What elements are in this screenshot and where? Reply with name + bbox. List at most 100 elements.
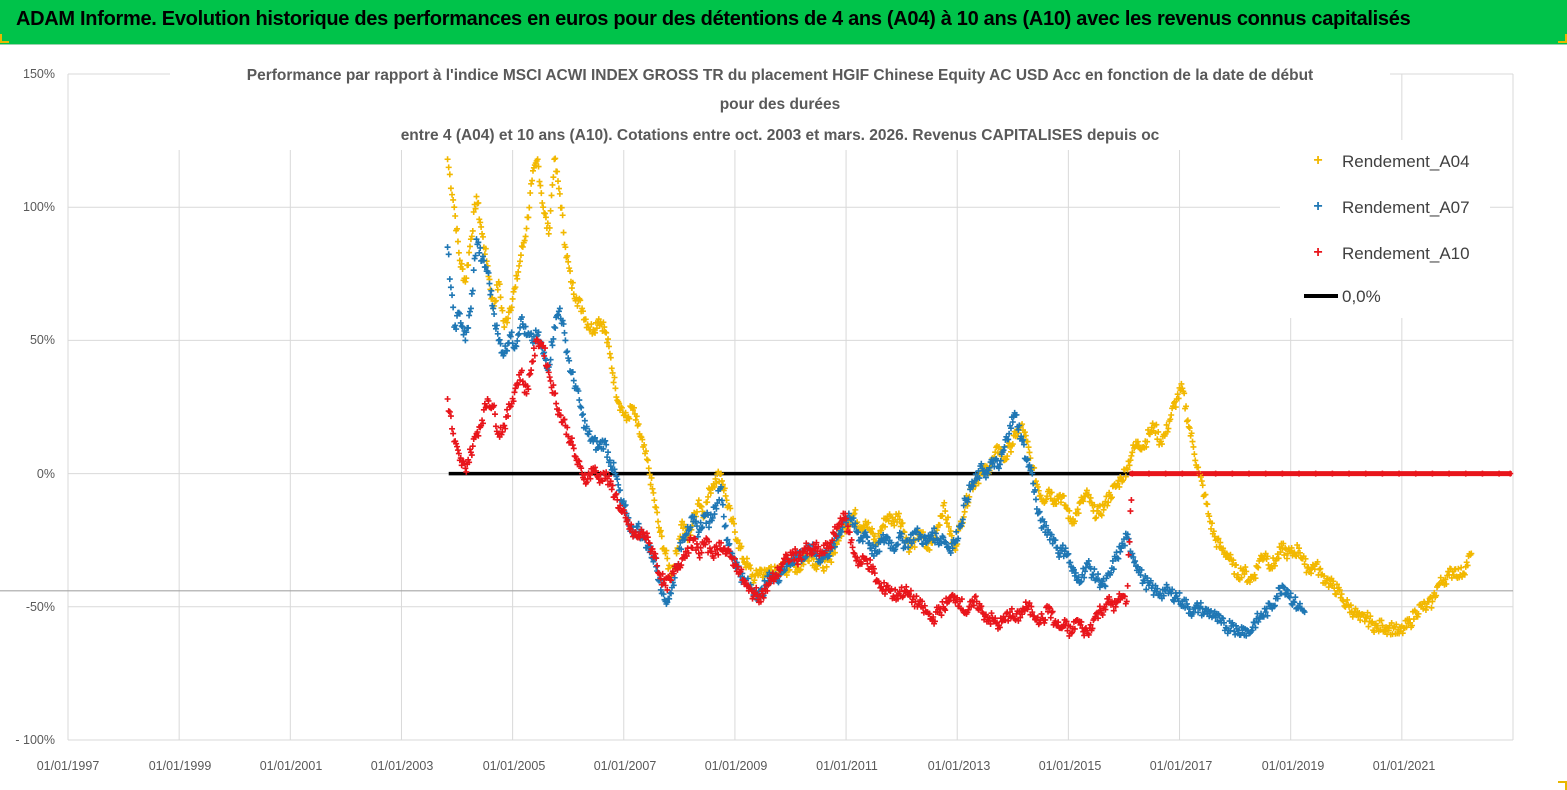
- data-point-interp: [871, 570, 878, 577]
- data-point: [651, 497, 658, 504]
- data-point: [712, 475, 719, 482]
- data-point-interp: [641, 441, 648, 448]
- data-point-interp: [449, 191, 456, 198]
- data-point-interp: [696, 554, 703, 561]
- data-point-interp: [1003, 456, 1010, 463]
- data-point-interp: [920, 534, 927, 541]
- data-point: [467, 305, 474, 312]
- data-point-interp: [1255, 564, 1262, 571]
- data-point-interp: [478, 223, 485, 230]
- data-point: [1301, 561, 1308, 568]
- data-point-interp: [582, 316, 589, 323]
- data-point-interp: [848, 536, 855, 543]
- data-point-interp: [955, 535, 962, 542]
- data-point-interp: [1378, 617, 1385, 624]
- data-point: [545, 369, 552, 376]
- series-a07: [444, 236, 1308, 639]
- data-point-interp: [1124, 466, 1131, 473]
- data-point-interp: [1054, 544, 1061, 551]
- data-point-interp: [1027, 467, 1034, 474]
- data-point: [945, 523, 952, 530]
- data-point-interp: [552, 390, 559, 397]
- data-point-interp: [536, 178, 543, 185]
- data-point-interp: [1186, 425, 1193, 432]
- data-point: [1462, 470, 1469, 477]
- data-point-interp: [1385, 627, 1392, 634]
- data-point-interp: [639, 436, 646, 443]
- data-point-interp: [624, 516, 631, 523]
- data-point: [1340, 598, 1347, 605]
- data-point-interp: [1028, 464, 1035, 471]
- data-point: [668, 577, 675, 584]
- data-point: [473, 193, 480, 200]
- data-point-interp: [1021, 429, 1028, 436]
- data-point-interp: [1075, 510, 1082, 517]
- data-point-interp: [653, 563, 660, 570]
- data-point: [1234, 571, 1241, 578]
- data-point-interp: [607, 478, 614, 485]
- data-point-interp: [997, 457, 1004, 464]
- data-point-interp: [858, 560, 865, 567]
- data-point-interp: [522, 233, 529, 240]
- data-point: [534, 156, 541, 163]
- data-point-interp: [891, 522, 898, 529]
- data-point-interp: [1009, 441, 1016, 448]
- data-point-interp: [1048, 489, 1055, 496]
- data-point-interp: [899, 519, 906, 526]
- data-point: [1034, 483, 1041, 490]
- data-point-interp: [1230, 557, 1237, 564]
- data-point-interp: [1178, 380, 1185, 387]
- data-point-interp: [876, 580, 883, 587]
- data-point-interp: [626, 415, 633, 422]
- data-point-interp: [482, 245, 489, 252]
- data-point-interp: [1071, 625, 1078, 632]
- data-point-interp: [509, 295, 516, 302]
- data-point-interp: [1004, 453, 1011, 460]
- data-point: [1446, 470, 1453, 477]
- data-point-interp: [1005, 617, 1012, 624]
- data-point-interp: [561, 329, 568, 336]
- chart-title-line-2: pour des durées: [720, 96, 841, 113]
- data-point-interp: [446, 276, 453, 283]
- data-point-interp: [1260, 613, 1267, 620]
- data-point-interp: [550, 174, 557, 181]
- data-point-interp: [959, 516, 966, 523]
- data-point: [1101, 582, 1108, 589]
- data-point-interp: [927, 533, 934, 540]
- data-point-interp: [475, 432, 482, 439]
- data-point: [1468, 550, 1475, 557]
- data-point-interp: [1026, 449, 1033, 456]
- data-point-interp: [555, 185, 562, 192]
- data-point-interp: [939, 512, 946, 519]
- data-point-interp: [1074, 506, 1081, 513]
- y-tick-label: 100%: [23, 200, 55, 214]
- data-point: [606, 350, 613, 357]
- data-point-interp: [1321, 573, 1328, 580]
- data-point-interp: [644, 534, 651, 541]
- data-point-interp: [938, 612, 945, 619]
- data-point-interp: [457, 455, 464, 462]
- data-point-interp: [567, 268, 574, 275]
- data-point-interp: [554, 312, 561, 319]
- data-point-interp: [936, 522, 943, 529]
- data-point-interp: [1153, 588, 1160, 595]
- data-point-interp: [657, 527, 664, 534]
- data-point-interp: [1071, 518, 1078, 525]
- data-point-interp: [569, 279, 576, 286]
- data-point-interp: [949, 545, 956, 552]
- data-point-interp: [471, 255, 478, 262]
- data-point-interp: [592, 434, 599, 441]
- data-point: [895, 510, 902, 517]
- data-point-interp: [522, 323, 529, 330]
- data-point: [929, 529, 936, 536]
- data-point-interp: [1317, 565, 1324, 572]
- data-point: [612, 385, 619, 392]
- data-point-interp: [944, 520, 951, 527]
- data-point-interp: [457, 319, 464, 326]
- data-point-interp: [958, 520, 965, 527]
- data-point-interp: [1292, 594, 1299, 601]
- data-point-interp: [454, 238, 461, 245]
- data-point-interp: [724, 536, 731, 543]
- data-point-interp: [632, 416, 639, 423]
- data-point: [706, 545, 713, 552]
